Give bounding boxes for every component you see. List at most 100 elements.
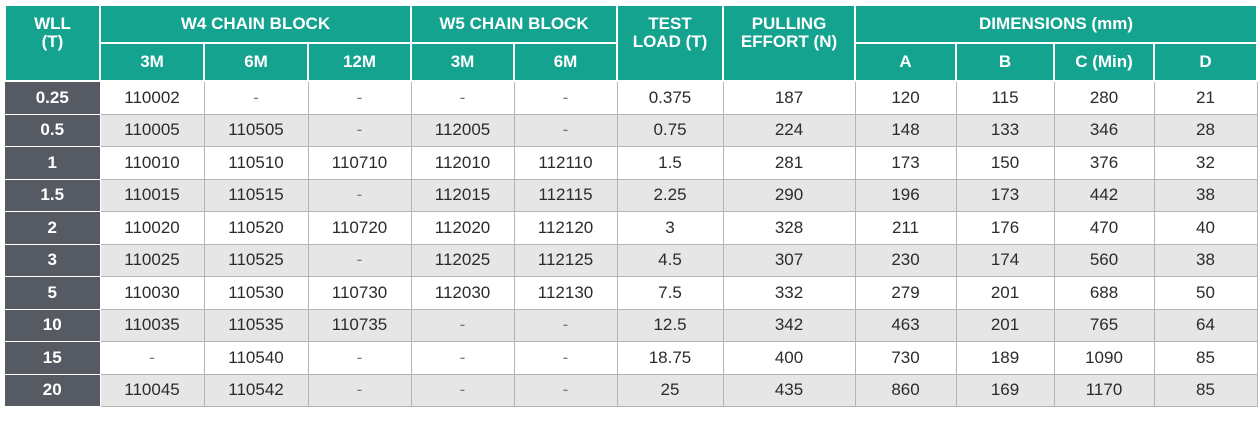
dim-d-cell: 64: [1153, 308, 1258, 342]
dim-c-cell: 376: [1053, 146, 1155, 180]
dim-c-cell: 442: [1053, 178, 1155, 212]
pulling-effort-cell: 307: [722, 243, 856, 277]
pulling-effort-cell: 224: [722, 113, 856, 147]
w5-6m-cell: 112110: [513, 146, 618, 180]
w4-12m-cell: 110710: [307, 146, 412, 180]
dim-c-cell: 688: [1053, 276, 1155, 310]
wll-cell: 2: [5, 211, 101, 245]
pulling-effort-cell: 328: [722, 211, 856, 245]
header-dim-d: D: [1152, 42, 1259, 82]
pulling-effort-cell: 435: [722, 373, 856, 407]
w4-3m-cell: 110015: [99, 178, 205, 212]
dim-c-cell: 1090: [1053, 341, 1155, 375]
header-dim-a: A: [854, 42, 957, 82]
w5-3m-cell: -: [410, 80, 515, 115]
pulling-effort-cell: 332: [722, 276, 856, 310]
dim-a-cell: 230: [854, 243, 957, 277]
w4-12m-cell: 110720: [307, 211, 412, 245]
dim-b-cell: 201: [955, 276, 1055, 310]
table-row: 20 110045 110542- - -25 435 860 169 1170 85: [5, 373, 1258, 407]
table-row: 0.5 110005 110505-112005-0.75 224 148 133 346 2…: [5, 113, 1258, 147]
dim-b-cell: 201: [955, 308, 1055, 342]
dim-d-cell: 50: [1153, 276, 1258, 310]
w5-3m-cell: 112020: [410, 211, 515, 245]
spec-table-container: WLL (T) W4 CHAIN BLOCK W5 CHAIN BLOCK TE…: [4, 4, 1259, 407]
header-pulling-line1: PULLING: [751, 14, 827, 33]
table-row: 15-110540- - -18.75 400 730 189 1090 85: [5, 341, 1258, 375]
w4-12m-cell: -: [307, 113, 412, 147]
dim-a-cell: 860: [854, 373, 957, 407]
dim-a-cell: 730: [854, 341, 957, 375]
dim-b-cell: 150: [955, 146, 1055, 180]
wll-cell: 3: [5, 243, 101, 277]
w4-3m-cell: -: [99, 341, 205, 375]
test-load-cell: 12.5: [616, 308, 724, 342]
test-load-cell: 1.5: [616, 146, 724, 180]
test-load-cell: 3: [616, 211, 724, 245]
w5-6m-cell: -: [513, 308, 618, 342]
header-dimensions: DIMENSIONS (mm): [853, 4, 1259, 44]
test-load-cell: 0.375: [616, 80, 724, 115]
w4-3m-cell: 110025: [99, 243, 205, 277]
w5-6m-cell: -: [513, 341, 618, 375]
wll-cell: 15: [5, 341, 101, 375]
header-w5-3m: 3M: [410, 42, 515, 82]
w4-12m-cell: -: [307, 178, 412, 212]
w4-6m-cell: 110525: [203, 243, 309, 277]
test-load-cell: 2.25: [616, 178, 724, 212]
w5-3m-cell: 112030: [410, 276, 515, 310]
test-load-cell: 18.75: [616, 341, 724, 375]
wll-cell: 1.5: [5, 178, 101, 212]
w5-6m-cell: 112130: [513, 276, 618, 310]
dim-d-cell: 38: [1153, 243, 1258, 277]
w4-6m-cell: 110505: [203, 113, 309, 147]
w4-12m-cell: -: [307, 80, 412, 115]
dim-a-cell: 279: [854, 276, 957, 310]
w5-6m-cell: 112125: [513, 243, 618, 277]
header-pulling-effort: PULLING EFFORT (N): [722, 4, 856, 82]
wll-cell: 10: [5, 308, 101, 342]
w4-6m-cell: 110510: [203, 146, 309, 180]
w4-12m-cell: 110735: [307, 308, 412, 342]
table-header: WLL (T) W4 CHAIN BLOCK W5 CHAIN BLOCK TE…: [4, 4, 1259, 82]
table-row: 1.5 110015 110515-112015 112115 2.25 290 196 17…: [5, 178, 1258, 212]
header-test-load-line2: LOAD (T): [632, 32, 708, 51]
dim-b-cell: 189: [955, 341, 1055, 375]
dim-c-cell: 765: [1053, 308, 1155, 342]
header-row-group: WLL (T) W4 CHAIN BLOCK W5 CHAIN BLOCK TE…: [4, 4, 1259, 82]
dim-c-cell: 1170: [1053, 373, 1155, 407]
w4-6m-cell: 110540: [203, 341, 309, 375]
w5-6m-cell: 112115: [513, 178, 618, 212]
header-w4-3m: 3M: [99, 42, 205, 82]
dim-d-cell: 85: [1153, 373, 1258, 407]
w5-3m-cell: 112005: [410, 113, 515, 147]
pulling-effort-cell: 187: [722, 80, 856, 115]
wll-cell: 1: [5, 146, 101, 180]
dim-b-cell: 176: [955, 211, 1055, 245]
dim-d-cell: 21: [1153, 80, 1258, 115]
w4-3m-cell: 110045: [99, 373, 205, 407]
pulling-effort-cell: 281: [722, 146, 856, 180]
dim-d-cell: 32: [1153, 146, 1258, 180]
w5-3m-cell: 112015: [410, 178, 515, 212]
dim-d-cell: 40: [1153, 211, 1258, 245]
dim-a-cell: 173: [854, 146, 957, 180]
w4-6m-cell: 110520: [203, 211, 309, 245]
header-test-load: TEST LOAD (T): [616, 4, 724, 82]
w5-3m-cell: 112025: [410, 243, 515, 277]
dim-d-cell: 38: [1153, 178, 1258, 212]
w5-6m-cell: -: [513, 373, 618, 407]
w4-6m-cell: 110515: [203, 178, 309, 212]
w5-6m-cell: 112120: [513, 211, 618, 245]
wll-cell: 5: [5, 276, 101, 310]
w4-3m-cell: 110005: [99, 113, 205, 147]
header-w4-12m: 12M: [307, 42, 412, 82]
dim-a-cell: 120: [854, 80, 957, 115]
test-load-cell: 4.5: [616, 243, 724, 277]
header-pulling-line2: EFFORT (N): [740, 32, 838, 51]
header-wll: WLL (T): [4, 4, 101, 82]
dim-c-cell: 560: [1053, 243, 1155, 277]
test-load-cell: 25: [616, 373, 724, 407]
w4-3m-cell: 110030: [99, 276, 205, 310]
wll-cell: 20: [5, 373, 101, 407]
